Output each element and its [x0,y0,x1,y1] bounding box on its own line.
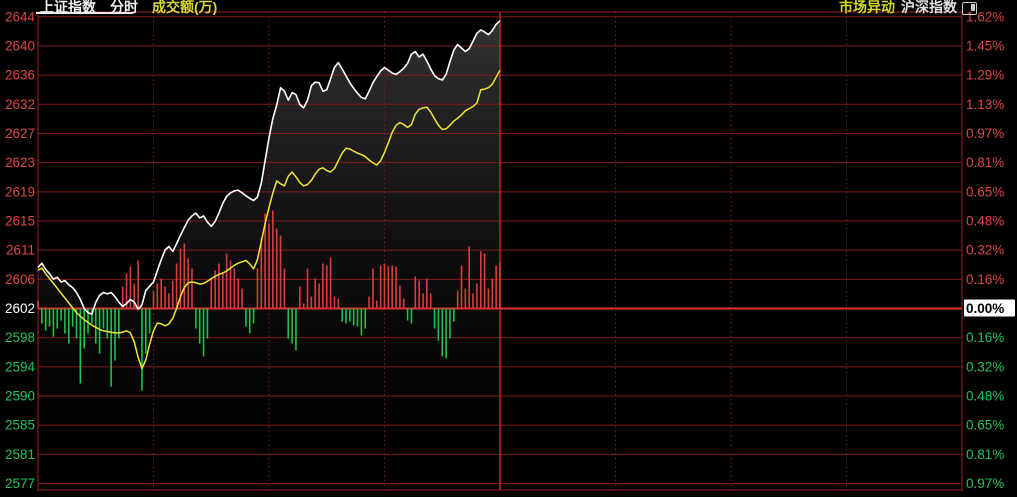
axis-label: 2585 [5,418,35,433]
volume-unit-label: 成交额(万) [152,0,218,15]
axis-label: 2594 [5,359,36,374]
axis-label: 0.81% [966,155,1004,170]
axis-label: 2636 [5,68,35,83]
axis-label: 2611 [6,243,35,258]
axis-label: 2644 [5,9,36,24]
axis-label: 2615 [5,213,35,228]
price-line [37,20,501,315]
header-right-links: 市场异动 沪深指数 [839,0,957,15]
leading-index-line [37,69,501,370]
axis-label: 2623 [5,155,35,170]
axis-label: 2606 [5,272,35,287]
axis-label: 0.16% [966,330,1004,345]
axis-label: 0.16% [966,272,1004,287]
axis-label: 2581 [5,447,35,462]
axis-label: 2602 [5,301,35,316]
axis-label: 0.97% [966,126,1004,141]
hs-index-link[interactable]: 沪深指数 [901,0,957,15]
axis-label: 0.32% [966,359,1004,374]
axis-label: 2590 [5,389,35,404]
axis-label: 2627 [5,126,35,141]
axis-label: 0.97% [966,476,1004,491]
plot-border [37,11,963,491]
index-name-label: 上证指数 [40,0,96,15]
market-moves-link[interactable]: 市场异动 [839,0,895,15]
axis-label: 1.13% [966,97,1004,112]
axis-label: 1.62% [966,9,1004,24]
zero-percent-pill [964,299,1015,317]
axis-label: 2619 [5,184,35,199]
axis-label: 0.65% [966,184,1004,199]
axis-label: 1.29% [966,68,1004,83]
axis-label: 0.65% [966,418,1004,433]
axis-label: 2577 [5,476,35,491]
axis-label: 0.48% [966,213,1004,228]
axis-label: 0.48% [966,389,1004,404]
panel-toggle-icon[interactable] [962,2,977,15]
chart-header: 上证指数 分时 成交额(万) [40,0,217,15]
axis-label: 2632 [5,97,35,112]
axis-label: 0.81% [966,447,1004,462]
axis-label: 2640 [5,38,35,53]
mode-tab-minute[interactable]: 分时 [110,0,138,15]
axis-label: 1.45% [966,38,1004,53]
axis-label: 0.32% [966,243,1004,258]
axis-label: 0.00% [966,301,1004,316]
axis-label: 2598 [5,330,35,345]
